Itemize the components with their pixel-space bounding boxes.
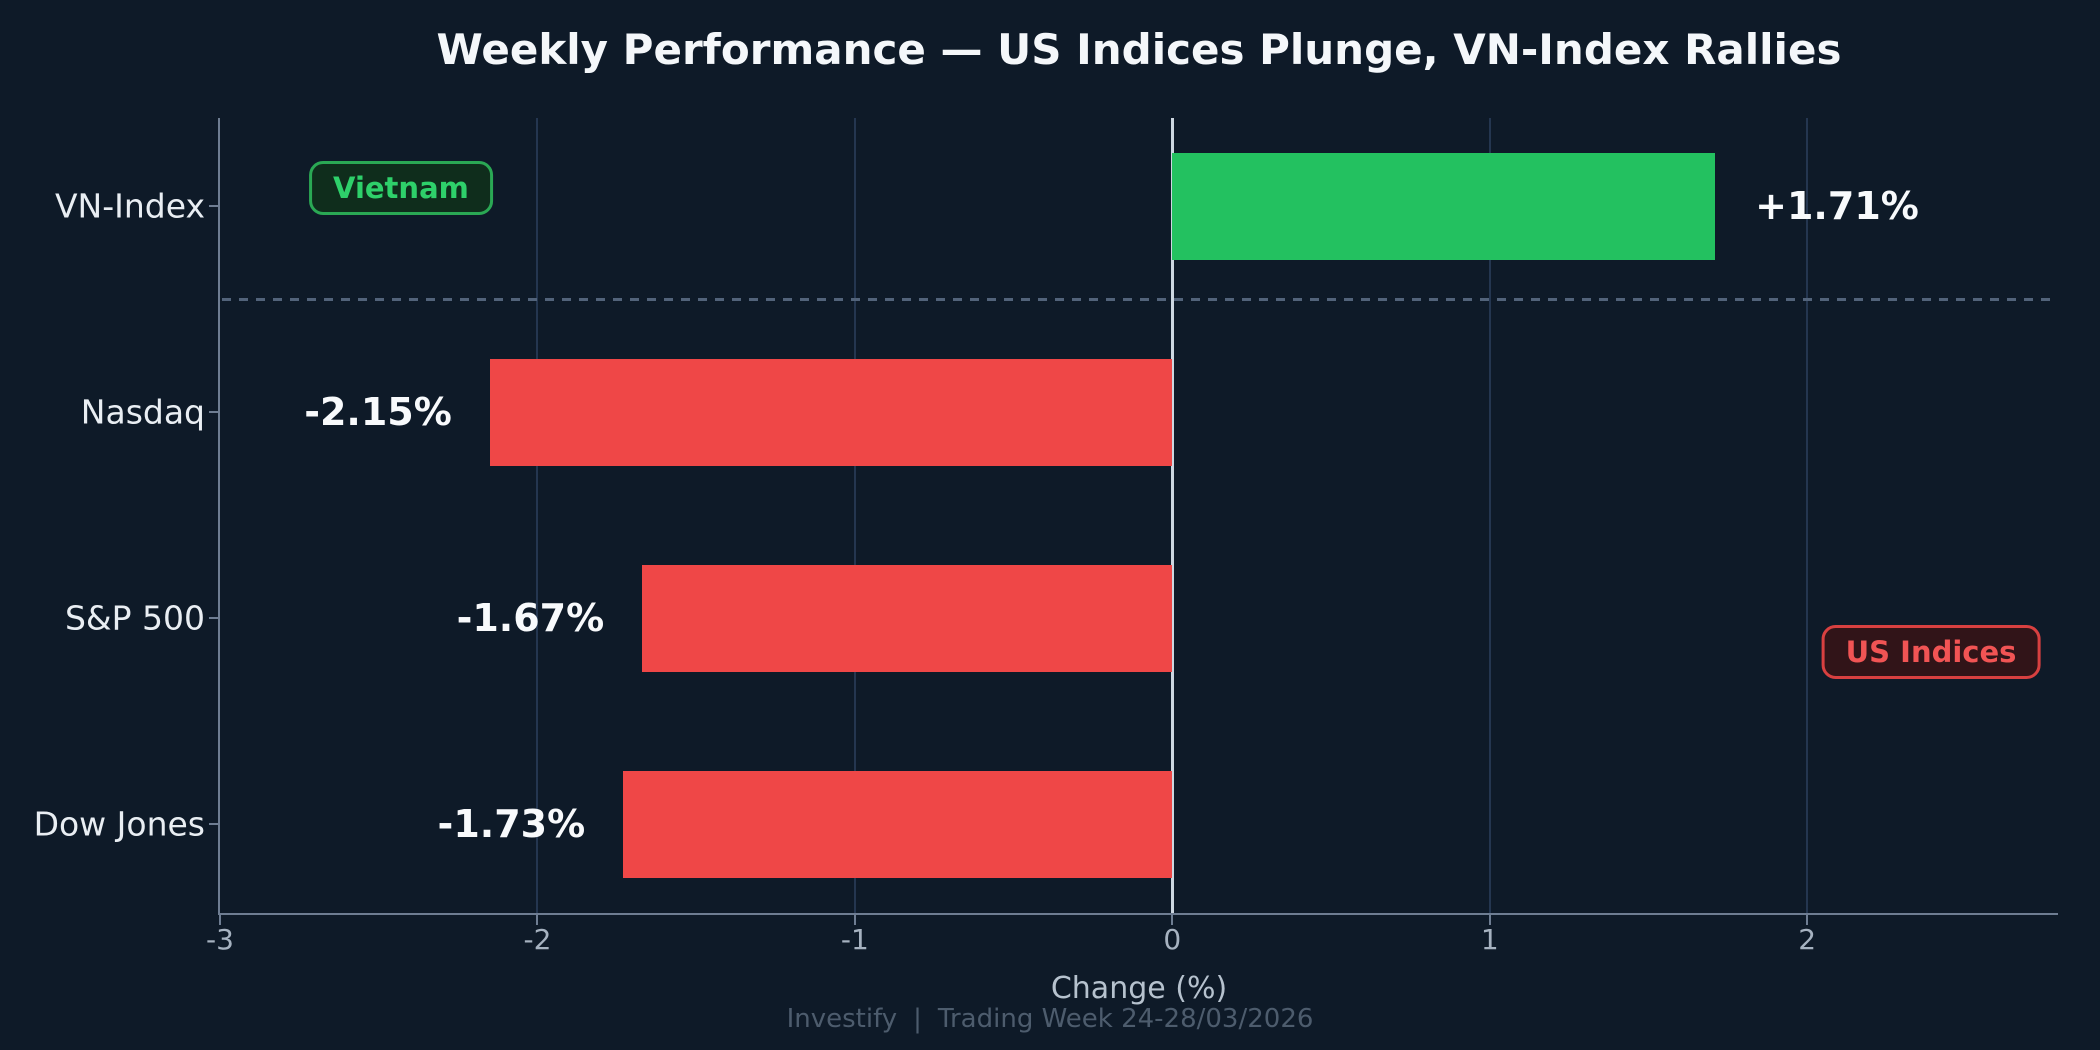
footer-caption: Investify | Trading Week 24-28/03/2026	[787, 1004, 1314, 1034]
x-tick-label: 2	[1798, 923, 1817, 956]
value-label-vn-index: +1.71%	[1755, 184, 1919, 228]
x-tick-label: -3	[206, 923, 234, 956]
gridline-x--1	[853, 118, 856, 913]
y-axis-label-s-p-500: S&P 500	[64, 598, 205, 638]
footer-separator: |	[913, 1004, 922, 1034]
x-tick-label: 0	[1163, 923, 1182, 956]
y-tick-mark	[209, 205, 220, 207]
footer-subtitle: Trading Week 24-28/03/2026	[937, 1004, 1314, 1034]
value-label-s-p-500: -1.67%	[456, 596, 605, 640]
bar-s-p-500	[642, 564, 1173, 672]
x-axis-title: Change (%)	[1050, 971, 1228, 1006]
x-tick-mark	[536, 915, 539, 925]
gridline-x--2	[536, 118, 539, 913]
x-tick-label: -1	[840, 923, 869, 956]
x-tick-mark	[1806, 915, 1809, 925]
zero-line	[1170, 118, 1174, 913]
y-tick-mark	[209, 823, 220, 825]
group-separator-line	[222, 298, 2058, 301]
x-tick-mark	[219, 915, 221, 925]
bar-dow-jones	[623, 770, 1173, 878]
x-tick-mark	[853, 915, 856, 925]
bar-nasdaq	[489, 358, 1173, 466]
gridline-x-2	[1806, 118, 1809, 913]
value-label-nasdaq: -2.15%	[304, 390, 452, 434]
badge-us-indices: US Indices	[1821, 625, 2041, 679]
chart-title: Weekly Performance — US Indices Plunge, …	[436, 25, 1842, 74]
y-axis-label-vn-index: VN-Index	[54, 186, 205, 226]
value-label-dow-jones: -1.73%	[437, 802, 586, 846]
y-axis-label-dow-jones: Dow Jones	[33, 804, 205, 844]
x-tick-mark	[1488, 915, 1491, 925]
y-axis-label-nasdaq: Nasdaq	[80, 392, 205, 432]
y-tick-mark	[209, 617, 220, 619]
gridline-x-1	[1488, 118, 1491, 913]
y-tick-mark	[209, 411, 220, 413]
bar-vn-index	[1172, 152, 1716, 260]
x-tick-mark	[1171, 915, 1174, 925]
badge-vietnam: Vietnam	[309, 161, 493, 215]
plot-area: +1.71% -2.15% -1.67% -1.73% Vietnam US Indice…	[218, 118, 2058, 915]
x-tick-label: 1	[1480, 923, 1499, 956]
footer-brand: Investify	[786, 1004, 898, 1034]
x-tick-label: -2	[523, 923, 552, 956]
